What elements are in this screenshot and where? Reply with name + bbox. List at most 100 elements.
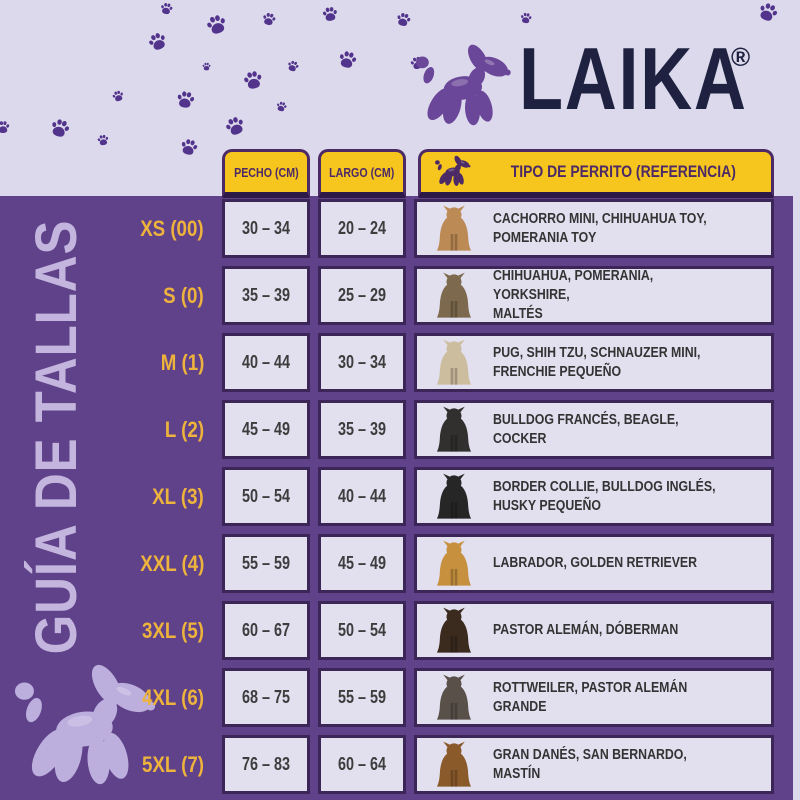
paw-print-icon bbox=[285, 58, 300, 73]
chest-value: 76 – 83 bbox=[241, 754, 291, 774]
dog-type-cell: BORDER COLLIE, BULLDOG INGLÉS, HUSKY PEQ… bbox=[414, 467, 774, 526]
paw-print-icon bbox=[261, 11, 278, 28]
dog-type-cell: CACHORRO MINI, CHIHUAHUA TOY, POMERANIA … bbox=[414, 199, 774, 258]
paw-print-icon bbox=[145, 29, 170, 54]
dog-type-cell: LABRADOR, GOLDEN RETRIEVER bbox=[414, 534, 774, 593]
size-label-xs: XS (00) bbox=[0, 199, 214, 258]
chest-value: 40 – 44 bbox=[241, 352, 291, 372]
paw-print-icon bbox=[174, 88, 196, 110]
paw-print-icon bbox=[755, 0, 781, 25]
length-cell: 60 – 64 bbox=[318, 735, 406, 794]
length-cell: 40 – 44 bbox=[318, 467, 406, 526]
breeds-text: PASTOR ALEMÁN, DÓBERMAN bbox=[493, 622, 679, 639]
length-value: 40 – 44 bbox=[337, 486, 387, 506]
chest-value: 55 – 59 bbox=[241, 553, 291, 573]
size-label-xxl: XXL (4) bbox=[0, 534, 214, 593]
paw-print-icon bbox=[178, 136, 200, 158]
paw-print-icon bbox=[0, 120, 10, 134]
size-label-text: XS (00) bbox=[140, 215, 204, 241]
length-value: 50 – 54 bbox=[337, 620, 387, 640]
length-value: 60 – 64 bbox=[337, 754, 387, 774]
length-value: 25 – 29 bbox=[337, 285, 387, 305]
size-label-m: M (1) bbox=[0, 333, 214, 392]
size-label-4xl: 4XL (6) bbox=[0, 668, 214, 727]
chest-cell: 45 – 49 bbox=[222, 400, 310, 459]
size-label-5xl: 5XL (7) bbox=[0, 735, 214, 794]
breeds-text: CHIHUAHUA, POMERANIA, YORKSHIRE, MALTÉS bbox=[493, 268, 654, 322]
size-label-text: 4XL (6) bbox=[141, 684, 204, 710]
chest-cell: 76 – 83 bbox=[222, 735, 310, 794]
dog-photo-chihuahua bbox=[425, 203, 483, 255]
column-header-length: LARGO (CM) bbox=[318, 149, 406, 198]
length-cell: 25 – 29 bbox=[318, 266, 406, 325]
length-cell: 45 – 49 bbox=[318, 534, 406, 593]
size-label-xl: XL (3) bbox=[0, 467, 214, 526]
breeds-text: PUG, SHIH TZU, SCHNAUZER MINI, FRENCHIE … bbox=[493, 344, 701, 380]
paw-print-icon bbox=[202, 62, 211, 71]
dog-type-cell: PUG, SHIH TZU, SCHNAUZER MINI, FRENCHIE … bbox=[414, 333, 774, 392]
dog-photo-french-bulldog bbox=[425, 404, 483, 456]
size-label-text: S (0) bbox=[163, 282, 204, 308]
length-value: 30 – 34 bbox=[337, 352, 387, 372]
size-label-l: L (2) bbox=[0, 400, 214, 459]
breeds-text: CACHORRO MINI, CHIHUAHUA TOY, POMERANIA … bbox=[493, 210, 707, 246]
dog-type-cell: ROTTWEILER, PASTOR ALEMÁN GRANDE bbox=[414, 668, 774, 727]
column-header-chest-label: PECHO (CM) bbox=[233, 164, 299, 180]
chest-value: 68 – 75 bbox=[241, 687, 291, 707]
chest-value: 60 – 67 bbox=[241, 620, 291, 640]
dog-photo-golden-retriever bbox=[425, 538, 483, 590]
paw-print-icon bbox=[394, 10, 412, 28]
balloon-dog-icon bbox=[432, 154, 474, 190]
length-value: 45 – 49 bbox=[337, 553, 387, 573]
column-header-dog-type-label: TIPO DE PERRITO (REFERENCIA) bbox=[510, 162, 736, 181]
paw-print-icon bbox=[336, 48, 359, 71]
size-label-text: L (2) bbox=[164, 416, 204, 442]
chest-cell: 30 – 34 bbox=[222, 199, 310, 258]
chest-value: 35 – 39 bbox=[241, 285, 291, 305]
chest-value: 30 – 34 bbox=[241, 218, 291, 238]
breeds-text: GRAN DANÉS, SAN BERNARDO, MASTÍN bbox=[493, 746, 687, 782]
chest-cell: 40 – 44 bbox=[222, 333, 310, 392]
paw-print-icon bbox=[222, 113, 248, 139]
chest-value: 50 – 54 bbox=[241, 486, 291, 506]
chest-cell: 60 – 67 bbox=[222, 601, 310, 660]
size-label-text: XL (3) bbox=[152, 483, 204, 509]
paw-print-icon bbox=[203, 11, 229, 37]
length-cell: 55 – 59 bbox=[318, 668, 406, 727]
paw-print-icon bbox=[96, 133, 110, 147]
paw-print-icon bbox=[159, 1, 174, 16]
breeds-text: BULLDOG FRANCÉS, BEAGLE, COCKER bbox=[493, 411, 679, 447]
size-label-3xl: 3XL (5) bbox=[0, 601, 214, 660]
dog-photo-doberman bbox=[425, 605, 483, 657]
dog-type-cell: BULLDOG FRANCÉS, BEAGLE, COCKER bbox=[414, 400, 774, 459]
chest-cell: 50 – 54 bbox=[222, 467, 310, 526]
length-value: 35 – 39 bbox=[337, 419, 387, 439]
paw-print-icon bbox=[321, 5, 339, 23]
paw-print-icon bbox=[519, 11, 533, 25]
balloon-dog-logo-icon bbox=[410, 40, 518, 136]
dog-type-cell: GRAN DANÉS, SAN BERNARDO, MASTÍN bbox=[414, 735, 774, 794]
length-value: 20 – 24 bbox=[337, 218, 387, 238]
size-label-text: 5XL (7) bbox=[141, 751, 204, 777]
brand-wordmark: LAIKA bbox=[519, 29, 748, 128]
column-header-chest: PECHO (CM) bbox=[222, 149, 310, 198]
dog-photo-rottweiler bbox=[425, 672, 483, 724]
dog-type-cell: PASTOR ALEMÁN, DÓBERMAN bbox=[414, 601, 774, 660]
column-header-length-label: LARGO (CM) bbox=[329, 164, 395, 180]
size-label-s: S (0) bbox=[0, 266, 214, 325]
registered-trademark-symbol: ® bbox=[731, 42, 751, 72]
length-cell: 30 – 34 bbox=[318, 333, 406, 392]
paw-print-icon bbox=[111, 89, 126, 104]
size-label-text: M (1) bbox=[160, 349, 204, 375]
dog-photo-shih-tzu bbox=[425, 337, 483, 389]
column-header-dog-type: TIPO DE PERRITO (REFERENCIA) bbox=[418, 149, 774, 198]
size-label-text: 3XL (5) bbox=[141, 617, 204, 643]
breeds-text: ROTTWEILER, PASTOR ALEMÁN GRANDE bbox=[493, 679, 688, 715]
size-table: XS (00) 30 – 34 20 – 24 CACHORRO MINI, C… bbox=[0, 199, 778, 794]
length-cell: 35 – 39 bbox=[318, 400, 406, 459]
length-value: 55 – 59 bbox=[337, 687, 387, 707]
chest-value: 45 – 49 bbox=[241, 419, 291, 439]
length-cell: 50 – 54 bbox=[318, 601, 406, 660]
dog-type-cell: CHIHUAHUA, POMERANIA, YORKSHIRE, MALTÉS bbox=[414, 266, 774, 325]
